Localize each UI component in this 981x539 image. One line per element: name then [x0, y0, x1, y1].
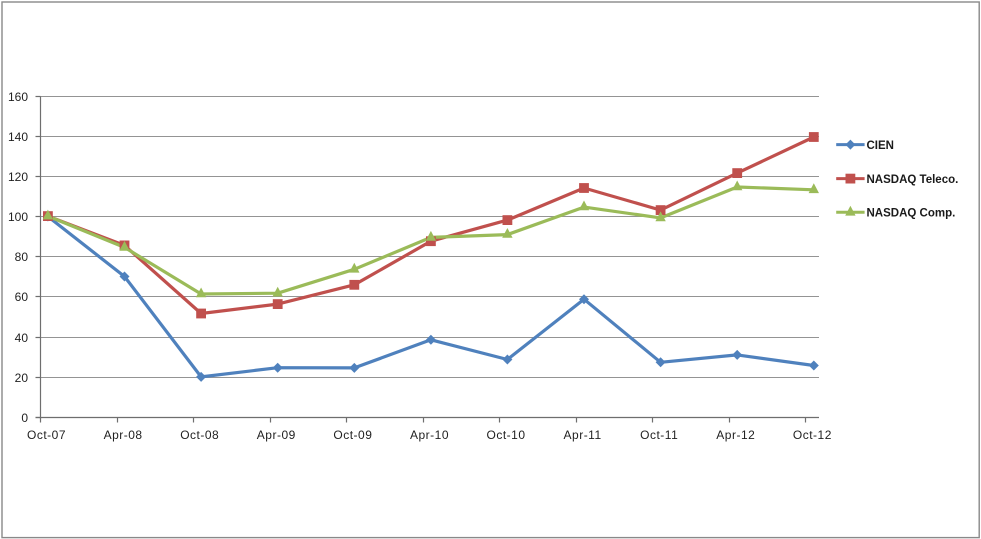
svg-text:40: 40 — [15, 331, 29, 345]
svg-text:NASDAQ Comp.: NASDAQ Comp. — [867, 208, 956, 220]
svg-text:Apr-08: Apr-08 — [104, 428, 143, 442]
svg-text:Oct-11: Oct-11 — [640, 428, 678, 442]
svg-text:Oct-10: Oct-10 — [486, 428, 525, 442]
svg-text:60: 60 — [15, 290, 29, 304]
svg-text:NASDAQ Teleco.: NASDAQ Teleco. — [867, 174, 959, 186]
svg-text:Oct-08: Oct-08 — [180, 428, 219, 442]
svg-text:Oct-07: Oct-07 — [27, 428, 66, 442]
svg-text:Oct-12: Oct-12 — [793, 428, 832, 442]
svg-text:Apr-09: Apr-09 — [257, 428, 296, 442]
svg-text:Apr-11: Apr-11 — [564, 428, 602, 442]
svg-text:Oct-09: Oct-09 — [333, 428, 372, 442]
svg-text:Apr-12: Apr-12 — [716, 428, 755, 442]
svg-text:CIEN: CIEN — [867, 140, 894, 152]
svg-text:0: 0 — [21, 411, 28, 425]
svg-text:160: 160 — [8, 90, 28, 104]
svg-text:140: 140 — [8, 130, 28, 144]
svg-text:20: 20 — [15, 371, 29, 385]
svg-text:100: 100 — [8, 210, 28, 224]
svg-text:80: 80 — [15, 250, 29, 264]
svg-text:120: 120 — [8, 170, 28, 184]
svg-text:Apr-10: Apr-10 — [410, 428, 449, 442]
